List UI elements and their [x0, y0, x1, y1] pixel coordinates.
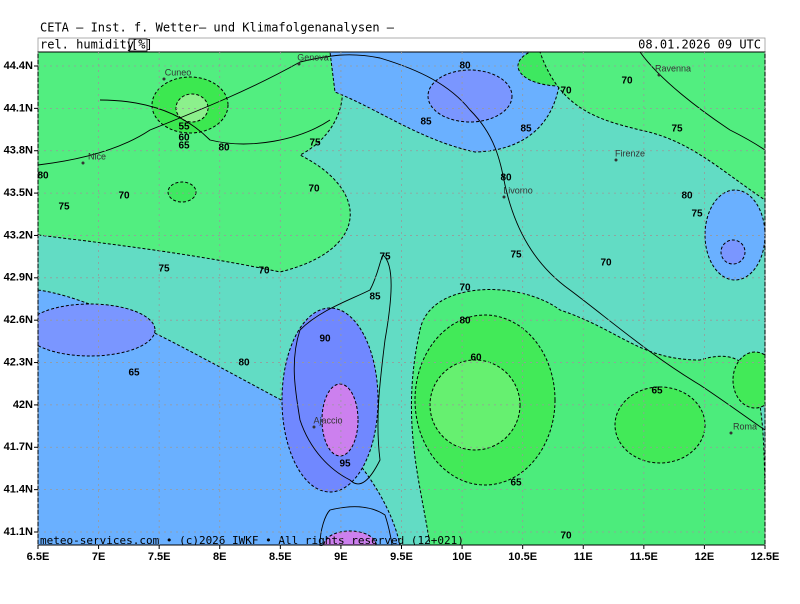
city-label: Firenze: [615, 148, 645, 158]
lat-label: 44.1N: [4, 102, 33, 114]
city-dot: [657, 73, 661, 77]
field-area: [539, 52, 765, 201]
header-title: CETA – Inst. f. Wetter– und Klimafolgena…: [40, 21, 395, 35]
contour-label: 80: [218, 143, 230, 154]
city-dot: [81, 161, 85, 165]
field-area: [732, 351, 765, 409]
lat-label: 42.9N: [4, 272, 33, 284]
field-area: [427, 69, 513, 123]
contour-label: 65: [651, 386, 663, 397]
contour-label: 70: [560, 531, 572, 542]
lon-label: 11.5E: [630, 551, 658, 563]
contour-label: 70: [308, 184, 320, 195]
city-label: Ravenna: [655, 63, 691, 73]
city-dot: [614, 158, 618, 162]
lat-label: 42N: [13, 399, 33, 411]
coastline: [319, 506, 393, 545]
border: [99, 99, 331, 145]
lat-label: 43.8N: [4, 145, 33, 157]
contour-label: 80: [500, 173, 512, 184]
lon-label: 7E: [92, 551, 105, 563]
city-label: Cuneo: [165, 67, 192, 77]
coastline: [293, 254, 392, 485]
contour-label: 75: [58, 202, 70, 213]
city-label: Ajaccio: [313, 415, 342, 425]
parameter: rel. humidity: [40, 38, 134, 52]
contour-label: 75: [510, 250, 522, 261]
field-area: [614, 386, 706, 464]
contour-label: 85: [369, 292, 381, 303]
footer: meteo-services.com • (c)2026 IWKF • All …: [40, 534, 464, 547]
lat-label: 43.5N: [4, 187, 33, 199]
contour-label: 90: [319, 334, 331, 345]
contour-label: 70: [459, 283, 471, 294]
contour-label: 70: [258, 266, 270, 277]
contour-label: 75: [158, 264, 170, 275]
contour-label: 60: [178, 133, 190, 144]
lat-label: 41.7N: [4, 441, 33, 453]
contour-label: 80: [238, 358, 250, 369]
contour-label: 80: [37, 171, 49, 182]
contour-label: 80: [459, 61, 471, 72]
contour-label: 60: [470, 353, 482, 364]
city-dot: [312, 425, 316, 429]
lon-label: 8.5E: [269, 551, 292, 563]
contour-label: 65: [510, 478, 522, 489]
contour-label: 70: [560, 86, 572, 97]
unit-box: [128, 38, 148, 52]
lon-label: 8E: [213, 551, 226, 563]
lon-label: 9.5E: [390, 551, 413, 563]
contour-label: 85: [420, 117, 432, 128]
contour-label: 70: [600, 258, 612, 269]
contour-label: 75: [671, 124, 683, 135]
lat-label: 44.4N: [4, 60, 33, 72]
city-dot: [297, 62, 301, 66]
field-area: [323, 530, 377, 545]
lat-label: 43.2N: [4, 229, 33, 241]
lat-label: 42.3N: [4, 356, 33, 368]
lon-label: 12.5E: [751, 551, 780, 563]
contour-label: 65: [178, 141, 190, 152]
contour-label: 75: [309, 138, 321, 149]
lat-label: 41.4N: [4, 484, 33, 496]
city-dot: [502, 195, 506, 199]
unit: [%]: [131, 38, 153, 52]
lon-label: 10E: [452, 551, 472, 563]
contour-label: 55: [178, 122, 190, 133]
lon-label: 10.5E: [508, 551, 537, 563]
contour-label: 65: [128, 368, 140, 379]
lat-label: 42.6N: [4, 314, 33, 326]
coastline: [38, 54, 765, 431]
field-area: [704, 189, 765, 281]
field-area: [321, 383, 359, 457]
field-area: [38, 52, 351, 273]
contour-label: 85: [520, 124, 532, 135]
contour-label: 95: [339, 459, 351, 470]
city-label: Livorno: [503, 185, 533, 195]
lon-label: 11E: [574, 551, 593, 563]
field-area: [720, 239, 746, 265]
lat-label: 41.1N: [4, 526, 33, 538]
valid-time: 08.01.2026 09 UTC: [638, 38, 761, 52]
contour-label: 70: [118, 191, 130, 202]
contour-label: 70: [621, 76, 633, 87]
lon-label: 9E: [334, 551, 347, 563]
city-label: Roma: [733, 421, 757, 431]
contour-label: 80: [459, 316, 471, 327]
city-label: Nice: [88, 151, 106, 161]
contour-label: 75: [691, 209, 703, 220]
city-dot: [162, 77, 166, 81]
contour-label: 75: [379, 252, 391, 263]
lon-label: 7.5E: [148, 551, 171, 563]
city-dot: [729, 431, 733, 435]
lon-label: 6.5E: [27, 551, 50, 563]
contour-label: 80: [681, 191, 693, 202]
field-area: [167, 181, 197, 203]
field-area: [38, 303, 156, 357]
map-field: [38, 52, 765, 545]
city-label: Genova: [297, 52, 329, 62]
lon-label: 12E: [695, 551, 715, 563]
